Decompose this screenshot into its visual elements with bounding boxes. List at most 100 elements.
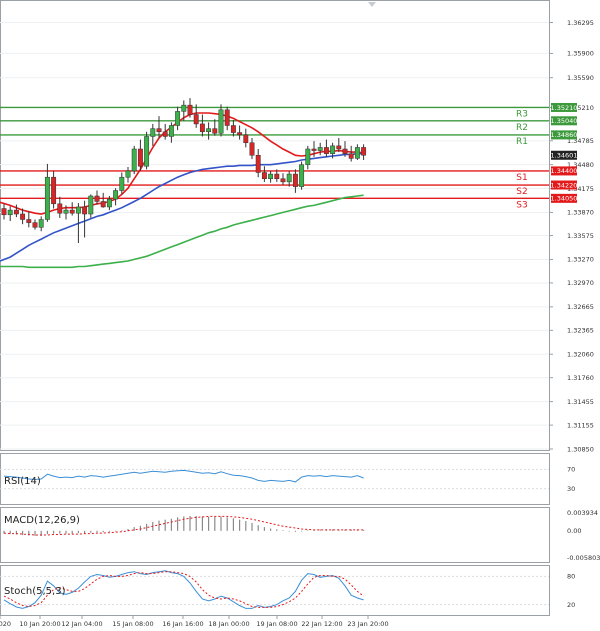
candle-body (137, 148, 143, 167)
stochastic-tick-20: 20 (567, 601, 575, 609)
macd-bar (127, 528, 129, 531)
candle-body (7, 209, 13, 216)
stochastic-d-line (3, 571, 364, 608)
candle-body (299, 164, 305, 187)
macd-bar (220, 516, 222, 531)
macd-bar (350, 529, 352, 531)
price-tick-label: 1.32970 (567, 279, 594, 287)
level-tag-box-r1 (551, 130, 577, 140)
macd-bar (214, 516, 216, 531)
macd-bar (189, 515, 191, 531)
candle-body (125, 170, 131, 178)
rsi-gridlines (0, 468, 549, 490)
scroll-marker-icon[interactable] (368, 2, 376, 7)
macd-bar (46, 530, 48, 535)
level-tag-box-s3 (551, 193, 577, 203)
stochastic-panel[interactable]: Stoch(5,5,3) 80 20 (0, 565, 575, 616)
price-tick-label: 1.35590 (567, 74, 594, 82)
macd-bar (115, 530, 117, 532)
candle-body (261, 172, 267, 180)
time-tick-label: 19 Jan 08:00 (256, 620, 297, 628)
candle-body (156, 128, 162, 133)
macd-bar (232, 518, 234, 531)
level-price-tags: 1.35210 1.35040 1.34860 1.34400 1.34220 1.340… (551, 102, 578, 203)
rsi-line (3, 469, 364, 483)
candle-body (342, 148, 348, 154)
rsi-panel[interactable]: RSI(14) 70 30 (0, 453, 575, 505)
candle-body (150, 128, 156, 137)
candle-body (187, 104, 193, 115)
level-tag-box-r3 (551, 102, 577, 112)
candle-body (88, 195, 94, 215)
time-tick-label: 23 Jan 20:00 (347, 620, 388, 628)
candle-body (26, 219, 32, 223)
macd-bar (84, 530, 86, 534)
macd-bar (276, 529, 278, 531)
candle-body (230, 125, 236, 133)
candle-body (119, 176, 125, 191)
stochastic-gridlines (0, 575, 549, 606)
candle-body (292, 173, 298, 187)
macd-signal-line (3, 515, 364, 536)
candle-body (323, 147, 329, 154)
candle-body (336, 145, 342, 150)
candle-body (305, 148, 311, 165)
stochastic-panel-frame (0, 565, 550, 616)
macd-bar (319, 529, 321, 531)
macd-bar (177, 517, 179, 531)
macd-bar (226, 517, 228, 531)
price-tick-label: 1.35900 (567, 50, 594, 58)
candle-body (218, 109, 224, 134)
rsi-tick-30: 30 (567, 485, 575, 493)
level-tag-s2: 1.34220 (551, 181, 578, 189)
level-tag-r1: 1.34860 (551, 131, 578, 139)
macd-bar (40, 530, 42, 536)
candle-body (162, 131, 168, 137)
macd-panel[interactable]: MACD(12,26,9) 0.003934 0.00 -0.005803 (0, 507, 600, 563)
candle-body (44, 176, 50, 220)
price-axis: 1.36295 1.35900 1.35590 1.35210 1.34785 1.344… (549, 19, 594, 453)
price-tick-label: 1.31760 (567, 374, 594, 382)
price-panel-frame (0, 0, 550, 451)
candle-body (113, 190, 119, 200)
candlestick-series (1, 98, 367, 243)
price-tick-label: 1.32665 (567, 303, 594, 311)
macd-bar (195, 515, 197, 531)
level-tag-box-s2 (551, 180, 577, 190)
candle-body (144, 136, 150, 167)
candle-body (100, 201, 106, 208)
candle-body (106, 198, 112, 208)
macd-bar (208, 516, 210, 531)
candle-body (57, 203, 63, 214)
macd-panel-frame (0, 507, 550, 563)
macd-bar (34, 530, 36, 536)
candle-body (63, 209, 69, 214)
macd-bar (71, 530, 73, 534)
macd-bar (59, 530, 61, 534)
price-tick-label: 1.32060 (567, 351, 594, 359)
price-tick-label: 1.31155 (567, 421, 594, 429)
time-tick-label: 16 Jan 16:00 (162, 620, 203, 628)
candle-body (354, 147, 360, 159)
candle-body (32, 222, 38, 228)
macd-title: MACD(12,26,9) (4, 515, 80, 526)
level-tag-box-r2 (551, 116, 577, 126)
macd-bar (282, 530, 284, 531)
price-panel[interactable]: R3 R2 R1 S1 S2 S3 1.36295 1.35900 1.35590 1.3521… (0, 0, 594, 454)
macd-bar (270, 528, 272, 531)
macd-bar (344, 529, 346, 531)
macd-bar (90, 530, 92, 533)
candle-body (249, 142, 255, 156)
macd-tick-bottom: -0.005803 (567, 554, 600, 562)
macd-bar (65, 530, 67, 534)
level-tag-r2: 1.35040 (551, 117, 578, 125)
level-label-s1: S1 (516, 173, 527, 183)
candle-body (193, 114, 199, 125)
macd-tick-zero: 0.00 (567, 527, 581, 535)
price-tick-label: 1.33270 (567, 256, 594, 264)
current-price-tag: 1.34601 (551, 150, 577, 160)
price-tick-label: 1.34175 (567, 185, 594, 193)
candle-body (348, 153, 354, 159)
candle-body (1, 208, 7, 216)
